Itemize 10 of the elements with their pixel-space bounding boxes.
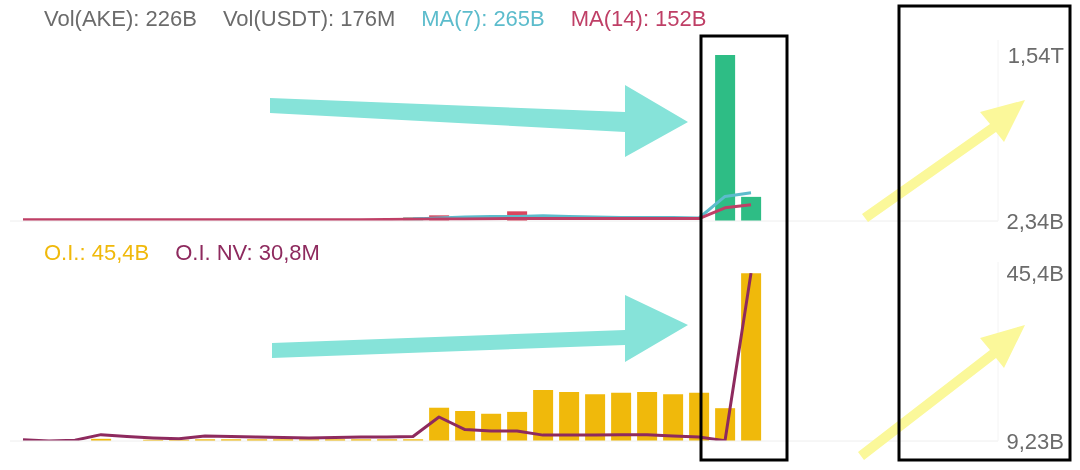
text: MA(14): 152B — [570, 6, 707, 31]
text: O.I. NV: 30,8M — [175, 240, 320, 265]
text: MA(7): 265B — [421, 6, 545, 31]
text: Vol(AKE): 226B — [44, 6, 197, 31]
y-tick-label: 9,23B — [1006, 428, 1064, 454]
text: Vol(USDT): 176M — [222, 6, 396, 31]
y-tick-label: 45,4B — [1006, 260, 1064, 286]
text: O.I.: 45,4B — [44, 240, 150, 265]
y-tick-label: 1,54T — [1007, 42, 1064, 68]
y-tick-label: 2,34B — [1006, 208, 1064, 234]
